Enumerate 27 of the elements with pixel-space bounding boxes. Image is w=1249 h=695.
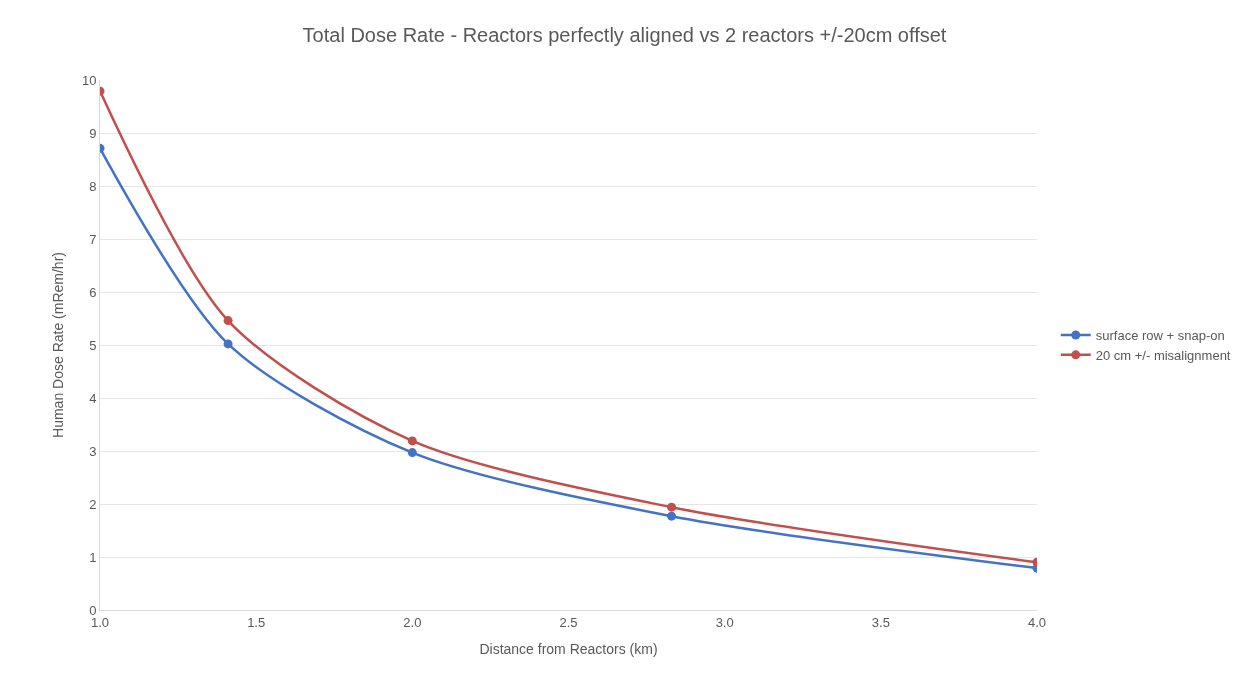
y-axis-title: Human Dose Rate (mRem/hr) xyxy=(49,252,66,438)
chart-title: Total Dose Rate - Reactors perfectly aligned vs 2 reactors +/-20cm offset xyxy=(302,23,947,46)
point xyxy=(223,339,233,349)
x-tick-label: 2.0 xyxy=(403,614,422,630)
legend-label: surface row + snap-on xyxy=(1095,328,1225,344)
y-tick-label: 3 xyxy=(89,443,97,459)
legend-label: 20 cm +/- misalignment xyxy=(1095,347,1231,363)
y-tick-label: 5 xyxy=(89,337,97,353)
x-tick-label: 1.5 xyxy=(247,614,266,630)
y-tick-label: 6 xyxy=(89,284,97,300)
y-tick-label: 9 xyxy=(89,125,97,141)
x-tick-label: 3.0 xyxy=(715,614,734,630)
x-tick-label: 2.5 xyxy=(559,614,578,630)
point xyxy=(223,316,233,326)
x-tick-label: 4.0 xyxy=(1027,614,1047,630)
x-axis-title: Distance from Reactors (km) xyxy=(479,640,658,657)
y-tick-label: 4 xyxy=(89,390,97,406)
point xyxy=(667,502,677,512)
y-tick-label: 8 xyxy=(89,178,97,194)
point xyxy=(407,448,417,458)
point xyxy=(407,436,417,446)
y-tick-label: 2 xyxy=(89,496,97,512)
y-tick-label: 7 xyxy=(89,231,97,247)
x-tick-label: 3.5 xyxy=(871,614,890,630)
y-tick-label: 10 xyxy=(81,72,97,88)
y-tick-label: 1 xyxy=(89,549,97,565)
point xyxy=(667,511,677,521)
